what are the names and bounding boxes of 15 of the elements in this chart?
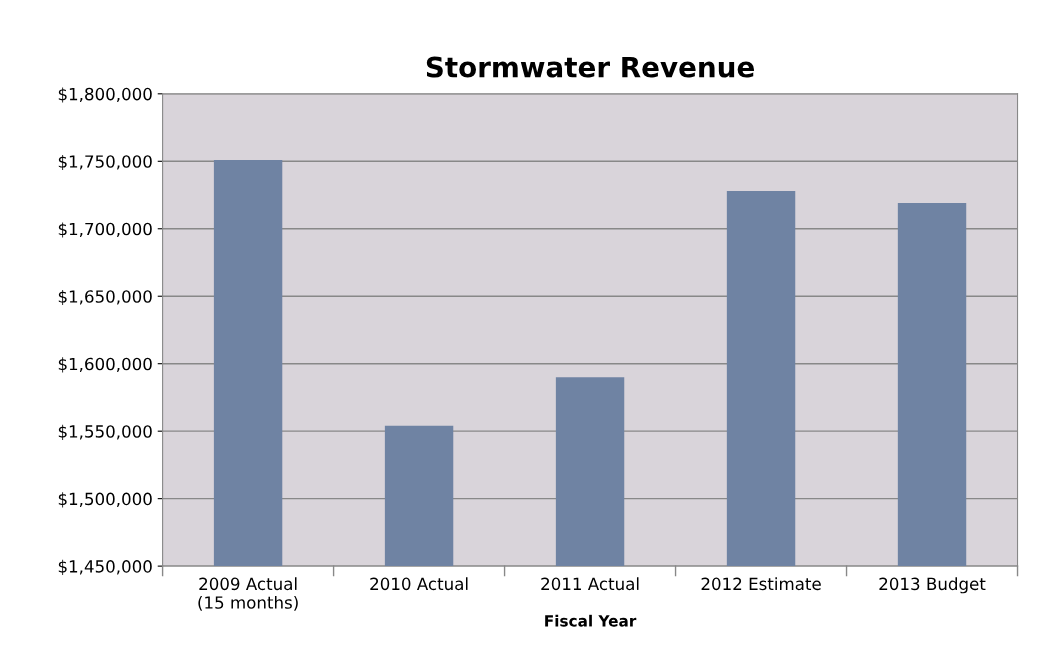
x-tick-label: 2010 Actual bbox=[370, 577, 468, 591]
y-tick-label: $1,800,000 bbox=[58, 87, 152, 103]
x-axis-title: Fiscal Year bbox=[545, 614, 637, 627]
y-tick-label: $1,450,000 bbox=[58, 559, 152, 575]
x-tick-label: 2009 Actual (15 months) bbox=[198, 577, 298, 611]
x-tick-label: 2011 Actual bbox=[541, 577, 639, 591]
y-tick-label: $1,650,000 bbox=[58, 289, 152, 306]
x-tick-label: 2013 Budget bbox=[879, 577, 986, 594]
chart-title: Stormwater Revenue bbox=[426, 56, 754, 78]
y-tick-label: $1,750,000 bbox=[58, 154, 152, 171]
x-tick-label: 2012 Estimate bbox=[701, 577, 821, 591]
y-tick-label: $1,550,000 bbox=[58, 424, 152, 440]
y-tick-label: $1,500,000 bbox=[58, 492, 152, 508]
y-tick-label: $1,600,000 bbox=[58, 357, 152, 373]
y-tick-label: $1,700,000 bbox=[58, 222, 152, 238]
